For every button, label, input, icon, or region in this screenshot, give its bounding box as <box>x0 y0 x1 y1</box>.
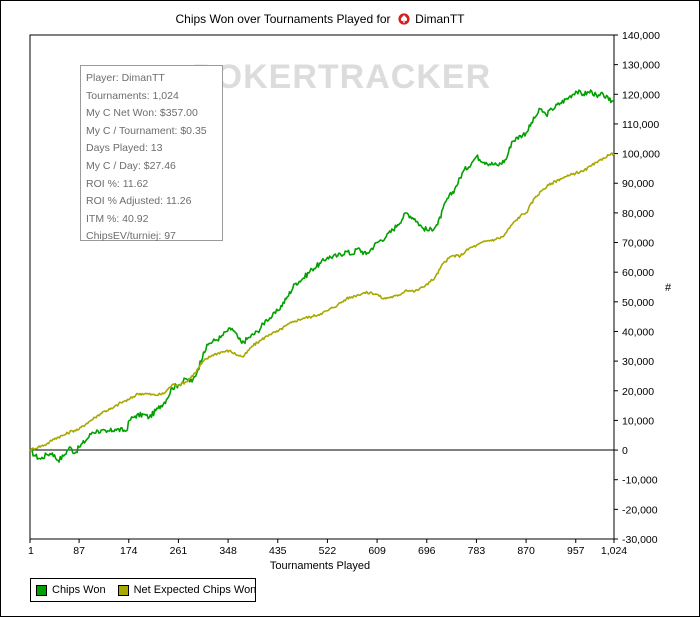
stat-days-played: Days Played: 13 <box>86 142 163 155</box>
y-tick-label: 60,000 <box>622 267 654 279</box>
x-tick-label: 174 <box>120 545 138 557</box>
stat-per-day: My C / Day: $27.46 <box>86 159 176 172</box>
x-tick-label: 348 <box>219 545 237 557</box>
y-axis-label: # <box>665 282 672 294</box>
y-tick-label: 30,000 <box>622 356 654 368</box>
y-tick-label: -10,000 <box>622 475 658 487</box>
x-tick-label: 522 <box>319 545 337 557</box>
stat-itm: ITM %: 40.92 <box>86 212 149 225</box>
y-tick-label: 110,000 <box>622 119 659 131</box>
y-tick-label: 100,000 <box>622 149 660 161</box>
x-tick-label: 957 <box>567 545 585 557</box>
legend-label-net-expected: Net Expected Chips Won <box>133 584 257 596</box>
x-tick-label: 435 <box>269 545 287 557</box>
y-tick-label: 50,000 <box>622 297 654 309</box>
x-tick-label: 261 <box>170 545 188 557</box>
spade-icon <box>398 13 410 25</box>
y-tick-label: -30,000 <box>622 534 658 546</box>
plot-area-border <box>29 34 615 540</box>
y-tick-label: 130,000 <box>622 60 660 72</box>
x-tick-label: 1 <box>28 545 34 557</box>
y-tick-label: -20,000 <box>622 504 658 516</box>
stat-roi-adjusted: ROI % Adjusted: 11.26 <box>86 195 192 208</box>
legend-item-chips-won[interactable]: Chips Won <box>36 584 106 596</box>
legend-swatch-net-expected <box>117 584 129 596</box>
y-tick-label: 90,000 <box>622 178 654 190</box>
y-tick-label: 70,000 <box>622 238 654 250</box>
y-tick-label: 0 <box>622 445 628 457</box>
y-tick-label: 120,000 <box>622 89 660 101</box>
stat-chips-ev: ChipsEV/turniej: 97 <box>86 230 176 243</box>
pokertracker-watermark: POKERTRACKER <box>192 58 492 96</box>
x-tick-label: 783 <box>468 545 486 557</box>
legend-item-net-expected[interactable]: Net Expected Chips Won <box>117 584 257 596</box>
x-tick-label: 1,024 <box>601 545 627 557</box>
y-tick-label: 10,000 <box>622 415 654 427</box>
x-tick-label: 870 <box>517 545 535 557</box>
y-tick-label: 40,000 <box>622 326 654 338</box>
x-tick-label: 696 <box>418 545 436 557</box>
series-line-net-expected <box>29 152 615 452</box>
legend-label-chips-won: Chips Won <box>52 584 106 596</box>
y-tick-label: 140,000 <box>622 30 660 42</box>
x-axis-label: Tournaments Played <box>269 560 371 572</box>
chart-title-player: DimanTT <box>415 12 465 26</box>
legend-swatch-chips-won <box>36 584 47 596</box>
chart-legend: Chips Won Net Expected Chips Won <box>30 578 256 602</box>
y-tick-label: 20,000 <box>622 386 654 398</box>
series-line-chips-won <box>29 89 615 463</box>
stat-net-won: My C Net Won: $357.00 <box>86 107 198 120</box>
stats-box: Player: DimanTT Tournaments: 1,024 My C … <box>80 65 223 242</box>
stat-roi: ROI %: 11.62 <box>86 177 149 190</box>
chart-title: Chips Won over Tournaments Played for Di… <box>0 12 640 26</box>
x-tick-label: 87 <box>73 545 85 557</box>
chart-title-text: Chips Won over Tournaments Played for <box>175 12 391 26</box>
y-tick-label: 80,000 <box>622 208 654 220</box>
stat-per-tournament: My C / Tournament: $0.35 <box>86 124 207 137</box>
x-tick-label: 609 <box>368 545 386 557</box>
stat-player: Player: DimanTT <box>86 72 165 84</box>
stat-tournaments: Tournaments: 1,024 <box>86 89 179 102</box>
